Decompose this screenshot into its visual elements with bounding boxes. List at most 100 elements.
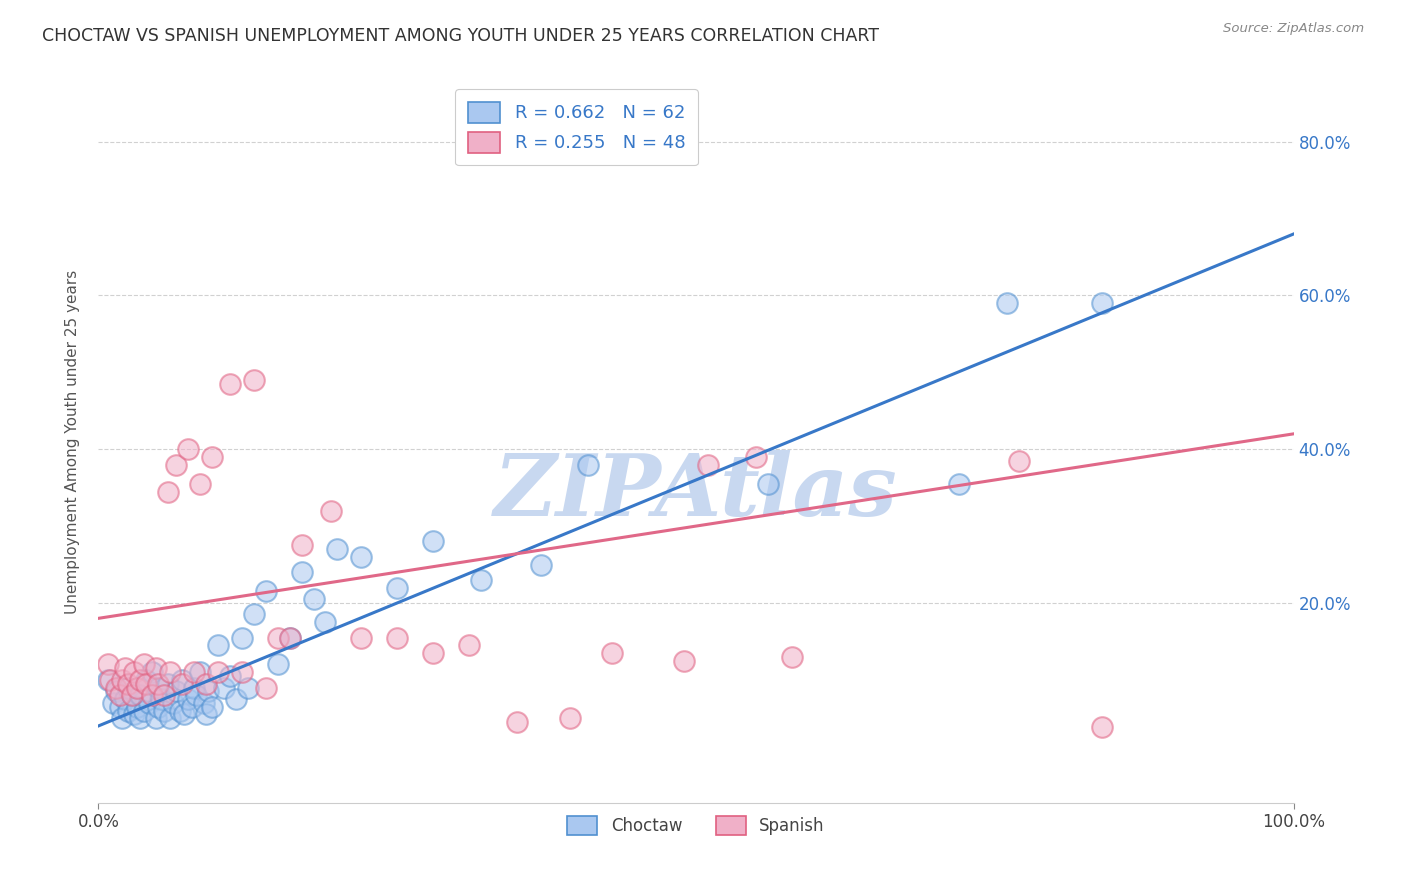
Point (291, 565, 314, 579)
Point (124, 665, 146, 680)
Point (422, 534, 444, 549)
Point (458, 638, 481, 652)
Point (177, 442, 200, 457)
Point (114, 661, 136, 675)
Point (159, 711, 181, 725)
Point (121, 688, 143, 702)
Point (153, 688, 176, 702)
Point (117, 681, 139, 695)
Point (321, 504, 343, 518)
Point (165, 458, 187, 472)
Point (201, 450, 224, 464)
Point (207, 665, 229, 680)
Point (117, 676, 139, 690)
Point (673, 654, 696, 668)
Point (231, 631, 253, 645)
Point (111, 673, 134, 687)
Point (225, 692, 247, 706)
Point (578, 458, 600, 472)
Point (145, 711, 167, 725)
Point (231, 665, 253, 680)
Point (172, 673, 194, 687)
Point (186, 688, 208, 702)
Point (125, 681, 148, 695)
Point (385, 631, 409, 645)
Point (326, 542, 349, 557)
Point (141, 665, 163, 680)
Point (117, 704, 139, 718)
Point (148, 676, 170, 690)
Text: ZIPAtlas: ZIPAtlas (494, 450, 898, 534)
Point (243, 373, 266, 387)
Point (111, 711, 134, 725)
Text: CHOCTAW VS SPANISH UNEMPLOYMENT AMONG YOUTH UNDER 25 YEARS CORRELATION CHART: CHOCTAW VS SPANISH UNEMPLOYMENT AMONG YO… (42, 27, 879, 45)
Point (315, 615, 337, 630)
Point (745, 450, 768, 464)
Point (180, 699, 202, 714)
Point (1008, 454, 1031, 468)
Point (172, 676, 194, 690)
Point (385, 581, 409, 595)
Point (212, 681, 235, 695)
Point (188, 665, 211, 680)
Point (1091, 296, 1114, 310)
Point (165, 684, 187, 698)
Point (197, 684, 219, 698)
Point (108, 699, 131, 714)
Y-axis label: Unemployment Among Youth under 25 years: Unemployment Among Youth under 25 years (65, 269, 80, 614)
Point (350, 549, 373, 564)
Point (470, 573, 492, 587)
Point (125, 699, 148, 714)
Point (267, 657, 290, 672)
Point (148, 699, 170, 714)
Point (243, 607, 266, 622)
Point (201, 699, 224, 714)
Point (195, 707, 218, 722)
Point (193, 696, 215, 710)
Point (105, 684, 128, 698)
Point (195, 676, 218, 690)
Point (156, 484, 179, 499)
Point (506, 715, 529, 730)
Point (97, 673, 120, 687)
Point (114, 692, 136, 706)
Point (124, 707, 146, 722)
Point (207, 638, 229, 652)
Point (159, 665, 181, 680)
Point (129, 673, 152, 687)
Legend: Choctaw, Spanish: Choctaw, Spanish (561, 809, 831, 841)
Point (129, 688, 152, 702)
Point (153, 704, 176, 718)
Point (780, 649, 803, 664)
Point (183, 681, 205, 695)
Point (948, 476, 970, 491)
Point (602, 646, 624, 660)
Point (530, 558, 553, 572)
Point (177, 692, 200, 706)
Point (97, 657, 120, 672)
Point (132, 704, 155, 718)
Point (697, 458, 720, 472)
Point (101, 696, 124, 710)
Point (278, 631, 301, 645)
Point (188, 476, 211, 491)
Point (135, 673, 157, 687)
Point (162, 696, 184, 710)
Point (560, 711, 582, 725)
Point (149, 692, 172, 706)
Point (145, 661, 167, 675)
Point (278, 631, 301, 645)
Point (169, 704, 191, 718)
Point (121, 688, 143, 702)
Point (219, 376, 242, 391)
Point (267, 631, 290, 645)
Point (138, 696, 160, 710)
Point (98, 673, 122, 687)
Point (173, 707, 195, 722)
Point (135, 676, 157, 690)
Point (995, 296, 1018, 310)
Text: Source: ZipAtlas.com: Source: ZipAtlas.com (1223, 22, 1364, 36)
Point (141, 688, 163, 702)
Point (756, 476, 779, 491)
Point (105, 681, 128, 695)
